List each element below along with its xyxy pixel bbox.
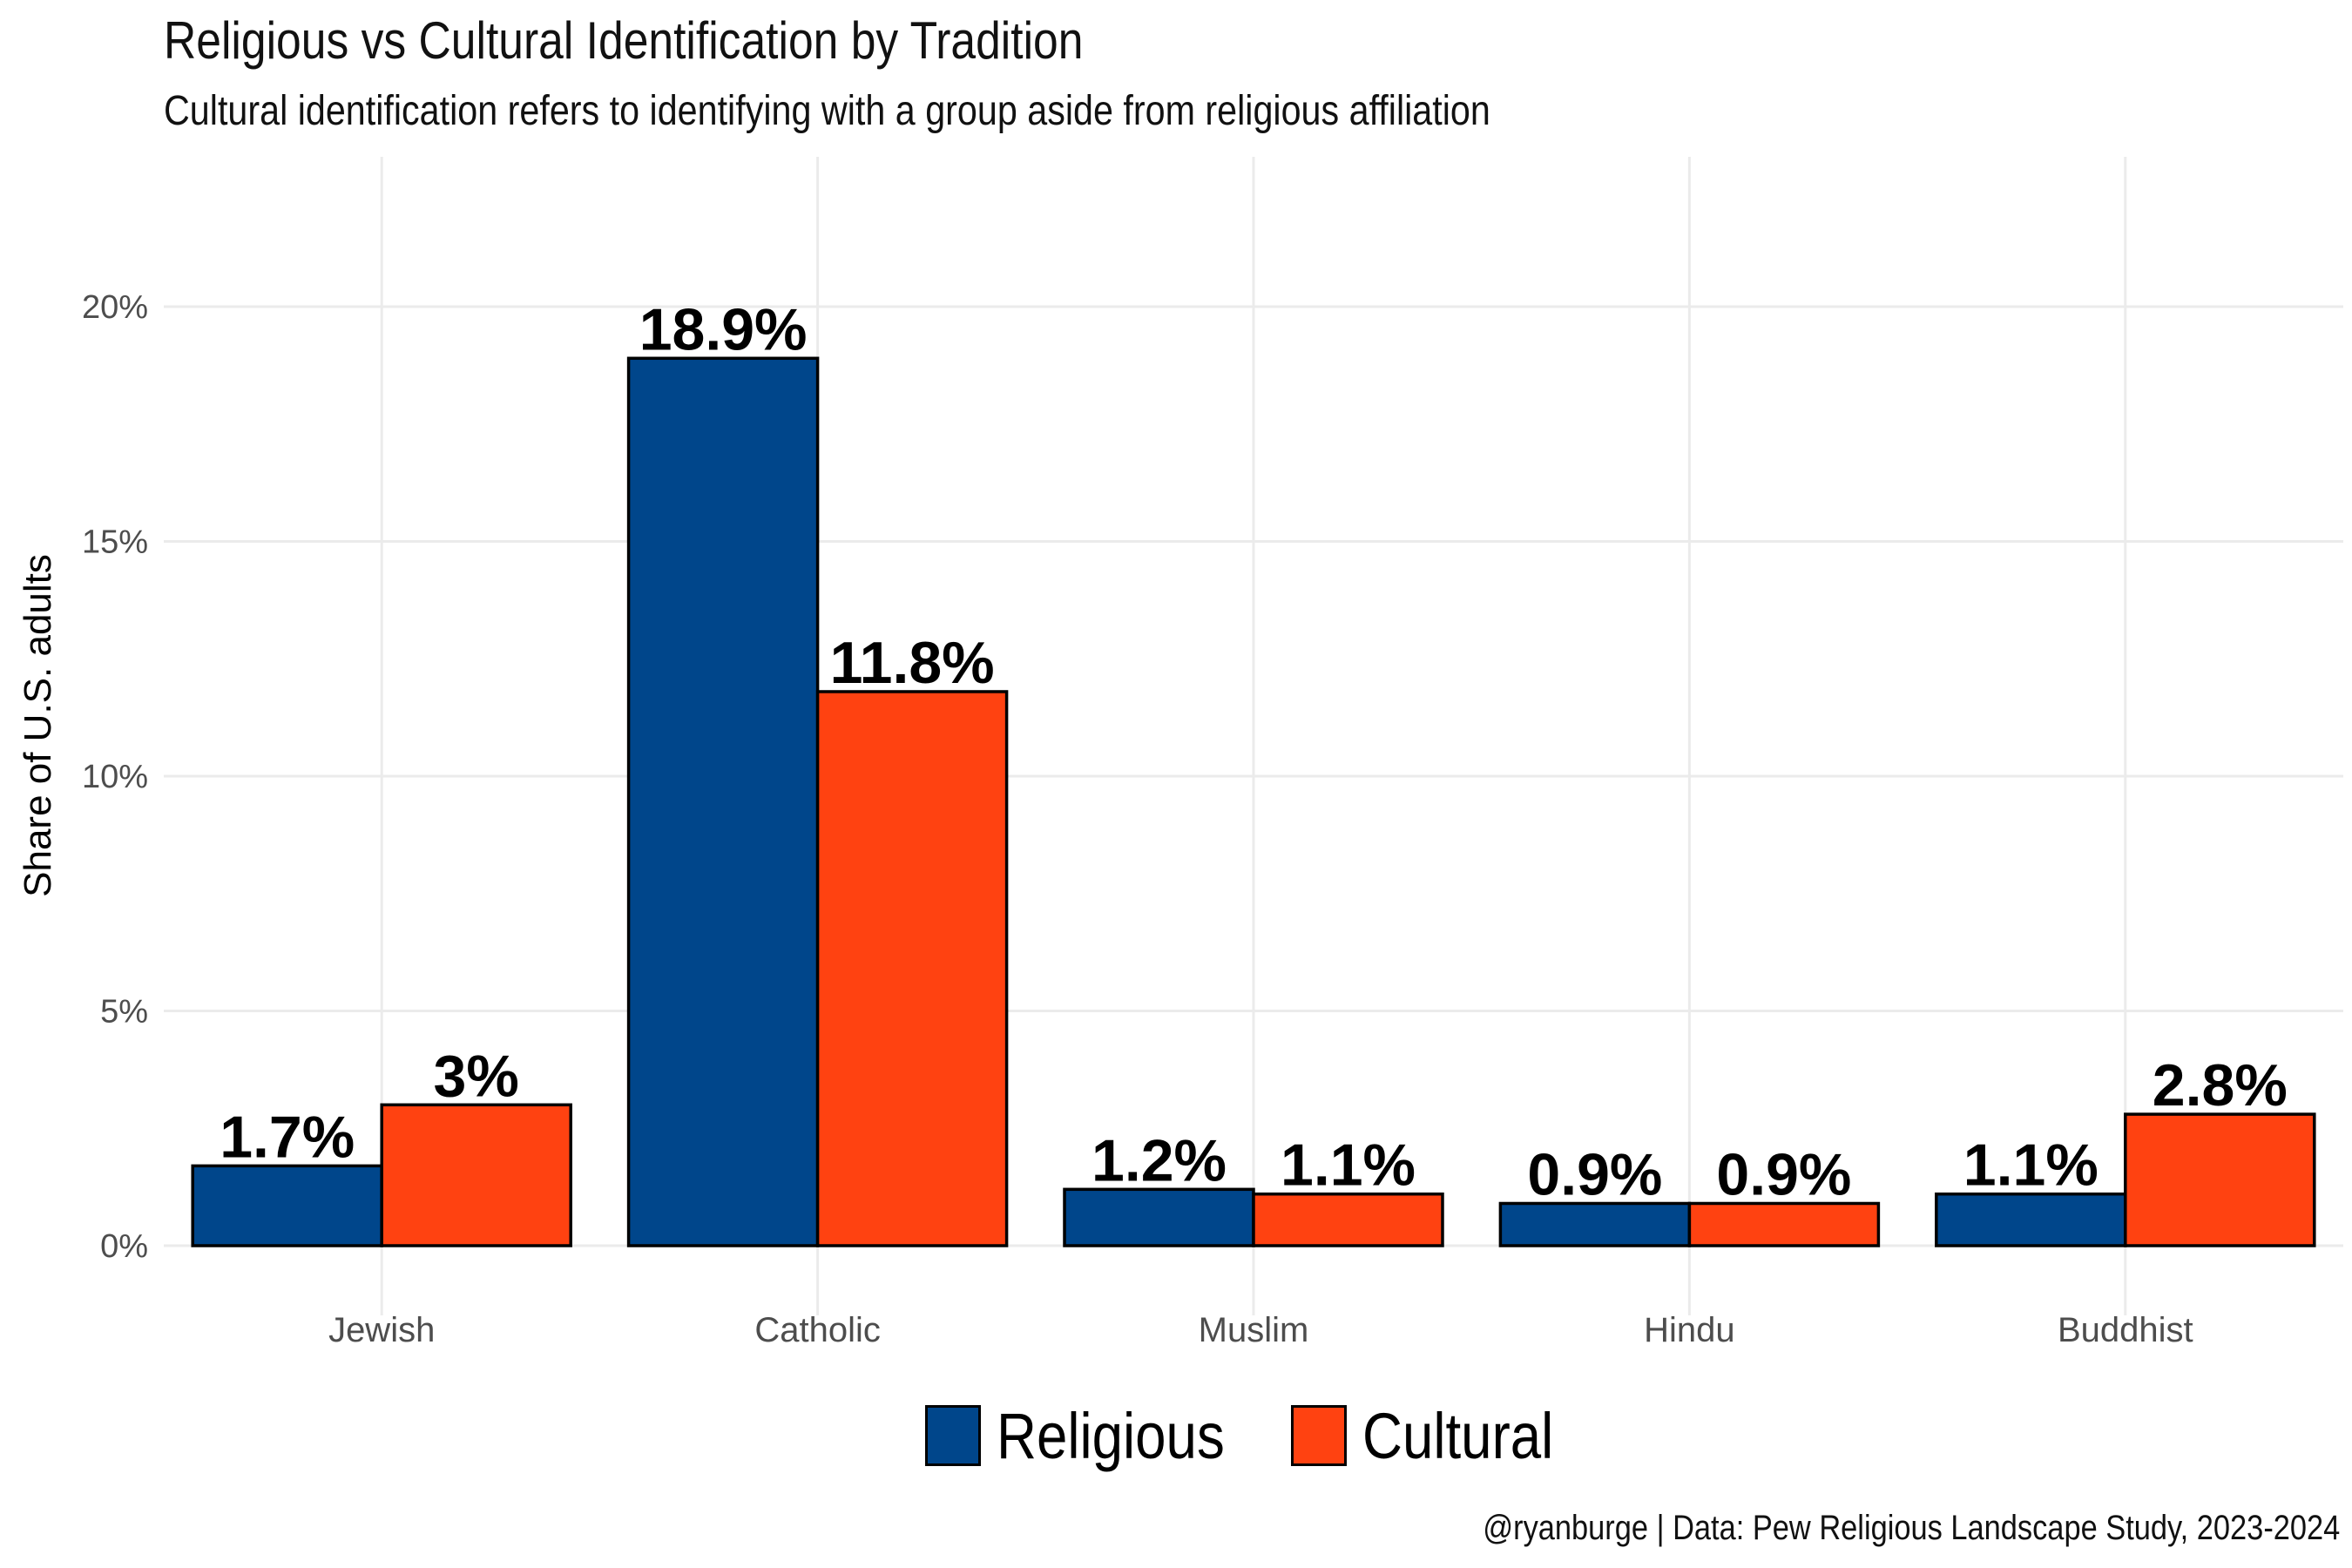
x-tick-label: Hindu xyxy=(1644,1311,1735,1349)
legend-key-cultural xyxy=(1291,1405,1348,1466)
y-tick-label: 20% xyxy=(82,289,148,326)
y-tick-label: 15% xyxy=(82,524,148,561)
legend-label-cultural: Cultural xyxy=(1362,1399,1554,1472)
bar-cultural-muslim xyxy=(1252,1192,1444,1247)
data-label-religious-hindu: 0.9% xyxy=(1527,1141,1662,1207)
data-label-religious-muslim: 1.2% xyxy=(1092,1127,1227,1193)
bar-religious-hindu xyxy=(1498,1201,1692,1247)
bar-religious-jewish xyxy=(191,1164,383,1247)
bar-cultural-catholic xyxy=(815,690,1009,1247)
bar-cultural-buddhist xyxy=(2124,1112,2316,1247)
legend: Religious Cultural xyxy=(925,1400,1614,1472)
bar-religious-buddhist xyxy=(1935,1192,2127,1247)
chart-title: Religious vs Cultural Identification by … xyxy=(164,11,1084,70)
x-tick-label: Catholic xyxy=(754,1311,881,1349)
data-label-religious-buddhist: 1.1% xyxy=(1963,1132,2099,1199)
data-label-religious-jewish: 1.7% xyxy=(220,1104,355,1170)
data-label-cultural-buddhist: 2.8% xyxy=(2153,1052,2288,1119)
data-label-religious-catholic: 18.9% xyxy=(639,296,808,362)
y-tick-label: 0% xyxy=(100,1228,148,1265)
x-tick-label: Jewish xyxy=(328,1311,435,1349)
data-label-cultural-jewish: 3% xyxy=(434,1043,519,1109)
y-tick-label: 5% xyxy=(100,994,148,1031)
y-axis-title: Share of U.S. adults xyxy=(17,554,59,897)
data-label-cultural-catholic: 11.8% xyxy=(830,630,995,696)
x-tick-label: Muslim xyxy=(1199,1311,1309,1349)
y-tick-label: 10% xyxy=(82,759,148,795)
legend-label-religious: Religious xyxy=(997,1399,1225,1472)
bar-cultural-hindu xyxy=(1687,1201,1881,1247)
data-label-cultural-hindu: 0.9% xyxy=(1716,1141,1851,1207)
data-label-cultural-muslim: 1.1% xyxy=(1281,1132,1416,1199)
chart-caption: @ryanburge | Data: Pew Religious Landsca… xyxy=(1482,1509,2340,1547)
legend-key-religious xyxy=(925,1405,981,1466)
bar-cultural-jewish xyxy=(380,1103,572,1247)
bar-religious-muslim xyxy=(1063,1187,1255,1247)
legend-item-religious: Religious xyxy=(925,1399,1261,1473)
x-tick-label: Buddhist xyxy=(2058,1311,2193,1349)
chart-subtitle: Cultural identification refers to identi… xyxy=(164,88,1490,134)
legend-item-cultural: Cultural xyxy=(1291,1399,1585,1473)
bar-religious-catholic xyxy=(626,356,820,1247)
